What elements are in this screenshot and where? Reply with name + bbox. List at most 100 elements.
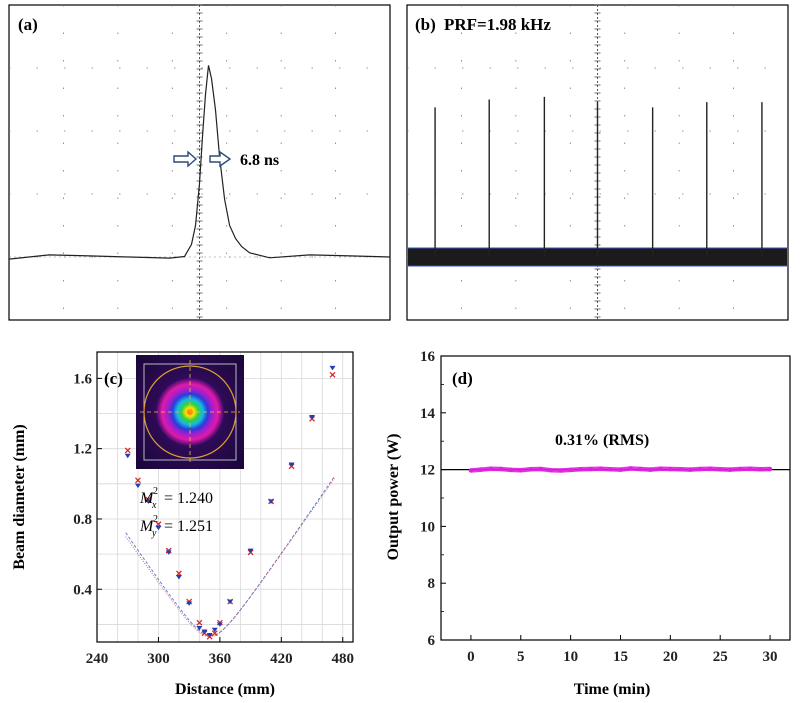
x-tick-label: 420 [270,651,293,667]
y-tick-label: 12 [420,463,435,479]
data-point-y [268,499,275,504]
data-point-y [186,601,193,606]
panel-d-ylabel: Output power (W) [385,434,402,561]
fit-curve [125,476,336,637]
data-point-y [201,629,208,634]
x-tick-label: 480 [332,651,355,667]
panel-d-xlabel: Time (min) [574,681,651,698]
power-point [548,467,553,473]
right-arrow-icon [209,150,232,168]
power-point [708,466,713,471]
power-point [737,466,743,472]
panel-c-frame [96,351,354,643]
x-tick-label: 5 [517,649,525,665]
data-point-x [135,477,141,484]
x-tick-label: 15 [613,649,628,665]
power-point [658,466,663,471]
pulse-shape-panel: (a) 6.8 ns [8,4,391,321]
svg-text:2: 2 [153,514,158,525]
data-point-y [124,453,131,459]
data-point-y [175,574,182,580]
power-point [767,466,773,472]
svg-text:2: 2 [153,486,158,497]
power-point [468,468,474,473]
x-tick-label: 10 [563,649,578,665]
power-point [688,467,693,472]
pulse-train-spikes [434,96,763,257]
power-point [578,467,583,472]
data-point-y [206,632,213,638]
power-point [598,466,603,471]
x-tick-label: 0 [467,649,475,665]
power-point [648,467,653,472]
power-point [718,467,723,472]
svg-text:= 1.251: = 1.251 [164,518,213,535]
svg-text:x: x [151,500,157,511]
power-point [568,467,573,473]
data-point-y [145,499,152,504]
y-tick-label: 0.8 [73,512,92,528]
power-point [508,467,513,473]
m2-x-annotation: M x 2 = 1.240 [139,486,213,511]
panel-b-label: (b) [415,15,436,34]
power-series [468,466,773,473]
power-point [588,466,593,472]
y-tick-label: 1.6 [73,371,92,387]
m2-y-annotation: M y 2 = 1.251 [139,514,213,539]
data-point-y [196,625,203,631]
y-tick-label: 6 [428,633,436,649]
power-point [678,467,683,472]
power-point [528,467,533,472]
pulse-width-annotation: 6.8 ns [240,152,279,169]
data-point-y [247,548,254,554]
data-point-y [165,550,172,555]
power-point [488,466,494,471]
x-tick-label: 20 [663,649,678,665]
data-point-x [329,371,336,378]
panel-d-frame [440,355,791,641]
data-point-x [124,447,131,454]
panel-d-label: (d) [452,369,473,388]
panel-c-ylabel: Beam diameter (mm) [11,424,28,569]
y-tick-label: 0.4 [73,582,92,598]
power-point [518,467,523,473]
y-tick-label: 8 [428,576,436,592]
panel-d-ticks: 0 5 10 15 20 25 30 6 8 10 12 14 16 [420,349,778,665]
power-point [558,468,563,473]
x-tick-label: 300 [147,651,170,667]
beam-quality-panel: 240 300 360 420 480 0.4 0.8 1.2 1.6 (c) [11,351,354,698]
panel-a-grid [9,4,390,320]
power-point [638,466,643,472]
x-tick-label: 240 [86,651,109,667]
panel-c-xlabel: Distance (mm) [175,681,275,698]
power-point [698,466,703,472]
power-stability-panel: 0 5 10 15 20 25 30 6 8 10 12 14 16 (d) 0.31% (RMS) T… [385,349,791,698]
power-point [538,466,543,472]
y-tick-label: 16 [420,349,436,365]
rms-annotation: 0.31% (RMS) [555,432,649,449]
fit-curve [125,478,336,638]
power-point [747,466,753,471]
panel-c-ticks: 240 300 360 420 480 0.4 0.8 1.2 1.6 [73,371,354,667]
data-point-y [329,365,336,371]
pulse-trace [8,65,391,260]
panel-c-label: (c) [104,369,123,388]
power-point [628,466,633,471]
y-tick-label: 14 [420,406,436,422]
panel-a-label: (a) [18,15,38,34]
data-point-x [196,619,203,626]
power-point [478,467,484,472]
data-point-y [227,599,234,605]
data-point-y [211,627,218,633]
power-point [498,466,504,472]
data-point-y [288,462,295,467]
x-tick-label: 30 [763,649,778,665]
x-tick-label: 25 [713,649,728,665]
beam-profile-image [136,355,244,469]
svg-text:M: M [139,518,155,535]
power-point [727,467,733,472]
power-point [618,467,623,472]
power-point [668,466,673,472]
y-tick-label: 10 [420,519,435,535]
panel-b-title: PRF=1.98 kHz [444,15,551,34]
